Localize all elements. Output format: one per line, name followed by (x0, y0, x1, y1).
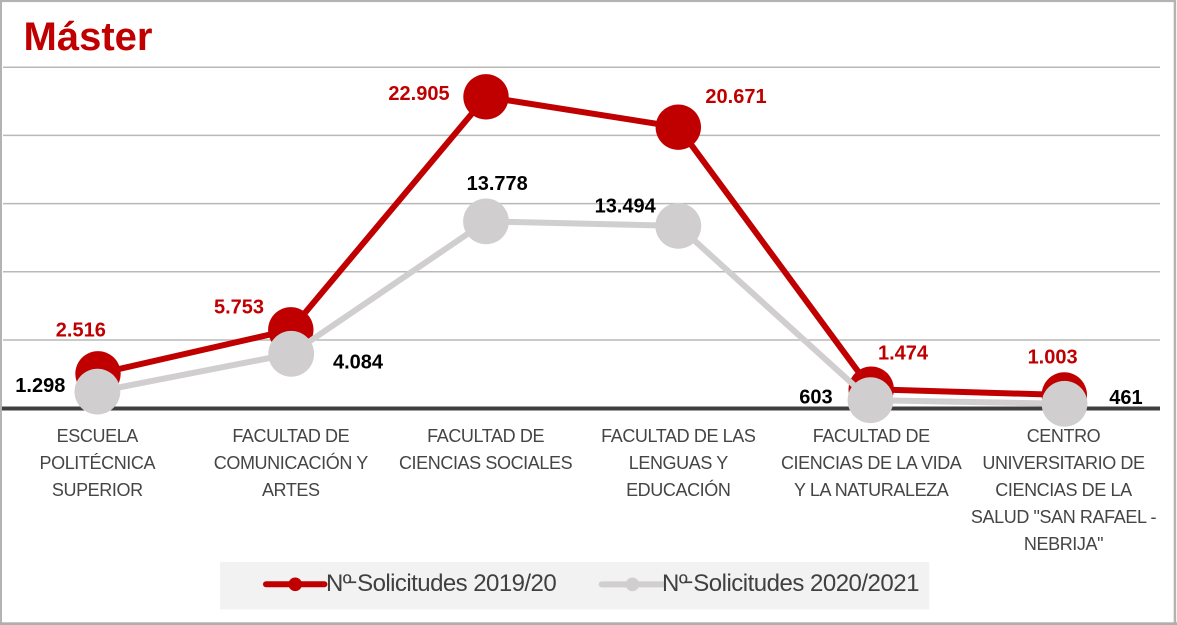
svg-text:22.905: 22.905 (388, 83, 449, 105)
svg-text:1.474: 1.474 (878, 343, 929, 365)
svg-text:461: 461 (1109, 387, 1142, 409)
svg-text:603: 603 (799, 387, 832, 409)
svg-text:4.084: 4.084 (333, 352, 384, 374)
svg-text:13.494: 13.494 (595, 196, 657, 218)
svg-text:20.671: 20.671 (705, 86, 766, 108)
svg-text:1.003: 1.003 (1028, 347, 1078, 369)
svg-text:Nº Solicitudes 2020/2021: Nº Solicitudes 2020/2021 (662, 570, 919, 597)
svg-text:5.753: 5.753 (214, 297, 264, 319)
svg-text:2.516: 2.516 (56, 320, 106, 342)
svg-text:13.778: 13.778 (467, 173, 528, 195)
svg-text:1.298: 1.298 (15, 375, 65, 397)
svg-text:Máster: Máster (24, 15, 153, 59)
svg-text:Nº Solicitudes 2019/20: Nº Solicitudes 2019/20 (326, 570, 556, 597)
